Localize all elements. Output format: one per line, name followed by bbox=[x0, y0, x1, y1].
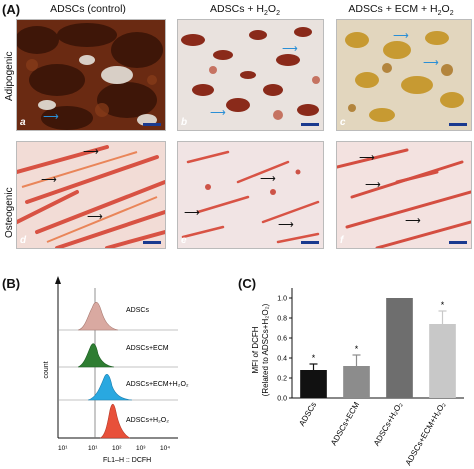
bar bbox=[386, 298, 413, 398]
flow-x-label: FL1–H :: DCFH bbox=[103, 457, 151, 464]
bar bbox=[343, 366, 370, 398]
scale-bar bbox=[143, 241, 161, 244]
bar-y-tick-label: 0.2 bbox=[277, 376, 287, 383]
arrow-icon: ⟶ bbox=[87, 211, 103, 223]
micrograph-adipogenic-ecm-h2o2: ⟶ ⟶ c bbox=[336, 19, 472, 131]
flow-label-h2o2: ADSCs+H₂O₂ bbox=[126, 417, 169, 424]
bar bbox=[300, 370, 327, 398]
bar-y-tick-label: 0.8 bbox=[277, 316, 287, 323]
significance-star: * bbox=[355, 344, 359, 354]
arrow-icon: ⟶ bbox=[43, 111, 59, 123]
tile-letter: a bbox=[20, 117, 26, 128]
micrograph-texture bbox=[17, 20, 165, 130]
flow-tick-label: 10¹ bbox=[58, 445, 68, 452]
tile-letter: b bbox=[181, 117, 188, 128]
arrow-icon: ⟶ bbox=[365, 179, 381, 191]
bar-y-label-line1: MFI of DCFH bbox=[251, 326, 260, 373]
micrograph-osteogenic-control: ⟶ ⟶ ⟶ d bbox=[16, 141, 166, 249]
flow-peak-ecm-h2o2 bbox=[87, 374, 133, 401]
micrograph-osteogenic-ecm-h2o2: ⟶ ⟶ ⟶ f bbox=[336, 141, 472, 249]
micrograph-texture bbox=[17, 142, 165, 248]
tile-letter: d bbox=[20, 235, 27, 246]
flow-label-adscs: ADSCs bbox=[126, 307, 149, 314]
bar-y-tick-label: 0.4 bbox=[277, 356, 287, 363]
flow-label-ecm-h2o2: ADSCs+ECM+H₂O₂ bbox=[126, 381, 189, 388]
flow-tick-label: 10³ bbox=[136, 445, 146, 452]
significance-star: * bbox=[441, 300, 445, 310]
arrow-icon: ⟶ bbox=[83, 146, 99, 158]
bar-y-tick-label: 0.6 bbox=[277, 336, 287, 343]
mfi-bar-chart: 0.0 0.2 0.4 0.6 0.8 1.0 * ADSCs * ADSCs+ECM ADSCs… bbox=[251, 288, 464, 467]
bar-y-tick-label: 0.0 bbox=[277, 396, 287, 403]
scale-bar bbox=[449, 123, 467, 126]
flow-tick-label: 10² bbox=[112, 445, 122, 452]
tile-letter: f bbox=[340, 235, 344, 246]
flow-y-arrow bbox=[55, 276, 61, 284]
arrow-icon: ⟶ bbox=[278, 219, 294, 231]
column-title-control: ADSCs (control) bbox=[50, 3, 126, 15]
scale-bar bbox=[301, 123, 319, 126]
micrograph-texture bbox=[337, 142, 471, 248]
panel-a-label: (A) bbox=[2, 2, 21, 17]
flow-histogram: ADSCs ADSCs+ECM ADSCs+ECM+H₂O₂ ADSCs+H₂O… bbox=[43, 276, 189, 464]
bar-y-tick-label: 1.0 bbox=[277, 296, 287, 303]
tile-letter: e bbox=[181, 235, 187, 246]
micrograph-texture bbox=[178, 142, 323, 248]
scale-bar bbox=[301, 241, 319, 244]
arrow-icon: ⟶ bbox=[41, 174, 57, 186]
arrow-icon: ⟶ bbox=[423, 57, 439, 69]
flow-y-label: count bbox=[43, 361, 50, 378]
bar bbox=[429, 324, 456, 398]
bar-category-label: ADSCs+ECM+H₂O₂ bbox=[404, 401, 448, 467]
scale-bar bbox=[143, 123, 161, 126]
flow-label-ecm: ADSCs+ECM bbox=[126, 345, 169, 352]
significance-star: * bbox=[312, 353, 316, 363]
column-title-h2o2: ADSCs + H2O2 bbox=[210, 3, 280, 18]
row-title-osteogenic: Osteogenic bbox=[4, 187, 15, 238]
bar-category-label: ADSCs+H₂O₂ bbox=[372, 401, 404, 448]
scale-bar bbox=[449, 241, 467, 244]
arrow-icon: ⟶ bbox=[260, 173, 276, 185]
bar-category-label: ADSCs bbox=[297, 401, 318, 428]
arrow-icon: ⟶ bbox=[184, 207, 200, 219]
tile-letter: c bbox=[340, 117, 346, 128]
micrograph-adipogenic-control: ⟶ a bbox=[16, 19, 166, 131]
micrograph-adipogenic-h2o2: ⟶ ⟶ b bbox=[177, 19, 324, 131]
flow-peak-adscs bbox=[77, 301, 119, 331]
bar-marks: * ADSCs * ADSCs+ECM ADSCs+H₂O₂ * ADSCs+ECM+H₂O… bbox=[297, 298, 456, 467]
arrow-icon: ⟶ bbox=[210, 107, 226, 119]
micrograph-osteogenic-h2o2: ⟶ ⟶ ⟶ e bbox=[177, 141, 324, 249]
bar-category-label: ADSCs+ECM bbox=[329, 400, 361, 447]
panel-b-label: (B) bbox=[2, 276, 21, 291]
micrograph-texture bbox=[337, 20, 471, 130]
flow-peak-h2o2 bbox=[99, 403, 131, 439]
arrow-icon: ⟶ bbox=[405, 215, 421, 227]
flow-tick-label: 10⁴ bbox=[160, 445, 170, 452]
panel-c-label: (C) bbox=[238, 276, 257, 291]
row-title-adipogenic: Adipogenic bbox=[4, 51, 15, 101]
arrow-icon: ⟶ bbox=[282, 43, 298, 55]
arrow-icon: ⟶ bbox=[393, 30, 409, 42]
bar-y-label-line2: (Related to ADSCs+H₂O₂) bbox=[261, 303, 270, 396]
column-title-ecm-h2o2: ADSCs + ECM + H2O2 bbox=[348, 3, 454, 18]
arrow-icon: ⟶ bbox=[359, 152, 375, 164]
flow-tick-label: 10¹ bbox=[88, 445, 98, 452]
micrograph-texture bbox=[178, 20, 323, 130]
flow-peak-ecm bbox=[77, 343, 115, 368]
